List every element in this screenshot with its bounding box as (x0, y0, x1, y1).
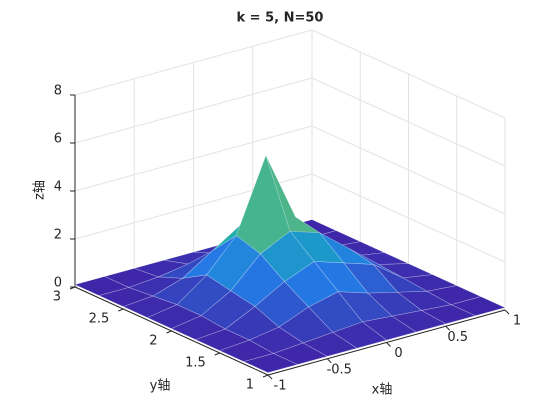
chart-title: k = 5, N=50 (237, 11, 324, 26)
surface-patch (230, 253, 285, 307)
x-tick-label: 0.5 (447, 330, 468, 345)
surface-patch (391, 310, 447, 333)
tick-mark (262, 374, 269, 378)
surface-patch (242, 353, 299, 373)
grid-line (74, 77, 313, 144)
tick-mark (267, 374, 273, 380)
surface-patch (200, 290, 256, 330)
tick-mark (504, 309, 510, 315)
tick-mark (326, 358, 332, 364)
y-axis-label: y轴 (150, 379, 171, 394)
tick-mark (214, 352, 220, 356)
grid-line (311, 125, 506, 215)
y-tick-label: 2 (149, 334, 157, 349)
surface-patch (278, 306, 334, 344)
z-tick-label: 4 (54, 180, 62, 195)
grid-line (311, 173, 506, 263)
x-tick-label: -0.5 (327, 362, 352, 377)
grid-line (74, 29, 313, 96)
surface-patch (272, 342, 329, 365)
surface-patch (450, 296, 506, 317)
y-tick-label: 3 (53, 290, 61, 305)
x-axis-label: x轴 (372, 383, 393, 398)
surface-patch (332, 321, 388, 349)
y-tick-label: 1.5 (185, 356, 206, 371)
x-tick-label: -1 (274, 379, 287, 394)
y-tick-label: 1 (246, 378, 254, 393)
z-tick-label: 0 (54, 276, 62, 291)
tick-mark (118, 308, 124, 312)
grid-line (74, 125, 313, 192)
z-tick-label: 8 (54, 84, 62, 99)
surface-patch (127, 276, 184, 297)
y-tick-label: 2.5 (89, 312, 110, 327)
surface-patch (176, 274, 232, 317)
z-tick-label: 2 (54, 228, 62, 243)
x-tick-label: 0 (394, 346, 402, 361)
grid-line (311, 77, 506, 167)
grid-line (311, 29, 506, 119)
tick-mark (166, 330, 172, 334)
tick-mark (445, 325, 451, 331)
z-axis-label: z轴 (33, 180, 48, 200)
x-tick-label: 1 (513, 314, 521, 329)
tick-mark (386, 342, 391, 347)
z-tick-label: 6 (54, 132, 62, 147)
